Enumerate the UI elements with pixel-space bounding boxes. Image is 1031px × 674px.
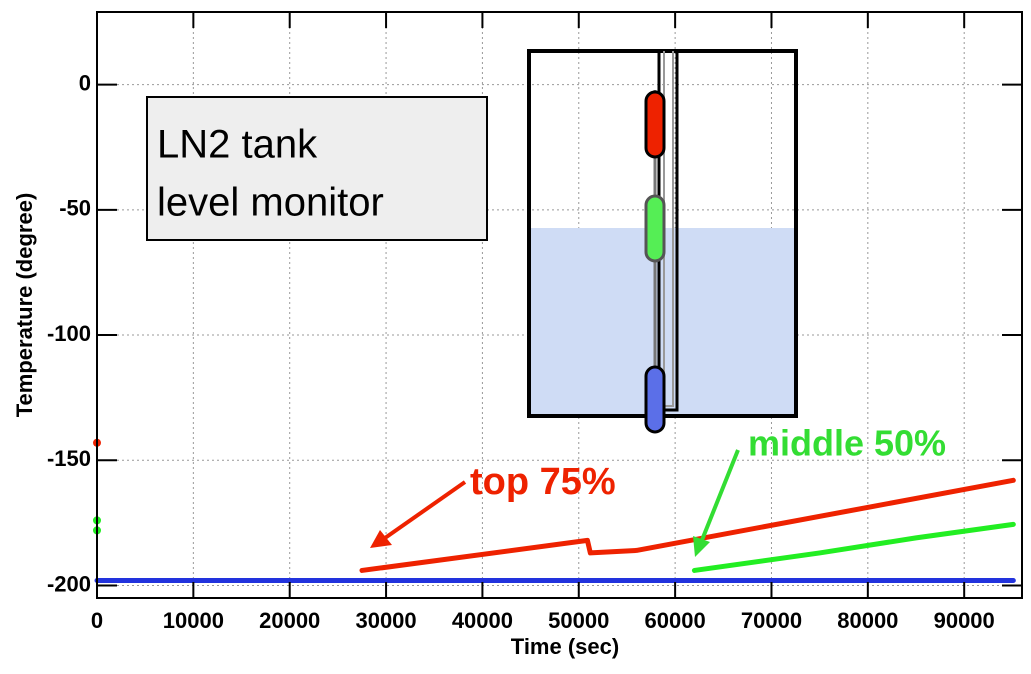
x-axis-label: Time (sec)	[511, 634, 619, 659]
x-tick-label: 0	[91, 608, 103, 633]
arrow-head	[370, 530, 392, 548]
arrow	[700, 449, 740, 541]
sensor-top	[644, 90, 666, 159]
x-tick-label: 60000	[645, 608, 706, 633]
annotation-text: level monitor	[157, 181, 384, 225]
x-tick-label: 20000	[259, 608, 320, 633]
series-line	[359, 477, 1016, 573]
x-tick-label: 30000	[355, 608, 416, 633]
series-label: middle 50%	[748, 423, 946, 464]
sensor-bottom	[644, 365, 666, 434]
y-axis-label: Temperature (degree)	[12, 193, 37, 418]
x-tick-label: 70000	[741, 608, 802, 633]
annotation-text: LN2 tank	[157, 123, 318, 167]
y-tick-label: -150	[47, 446, 91, 471]
x-tick-label: 40000	[452, 608, 513, 633]
x-tick-label: 90000	[934, 608, 995, 633]
x-tick-label: 50000	[548, 608, 609, 633]
x-tick-label: 80000	[837, 608, 898, 633]
annotation-box	[146, 96, 488, 241]
y-tick-label: -100	[47, 321, 91, 346]
plot-frame	[96, 11, 1023, 599]
y-tick-label: -50	[59, 196, 91, 221]
y-tick-label: -200	[47, 571, 91, 596]
tank-diagram	[527, 49, 798, 434]
arrow	[383, 480, 467, 540]
series-line	[691, 521, 1016, 573]
x-tick-label: 10000	[163, 608, 224, 633]
sensor-middle	[644, 194, 666, 263]
arrow-head	[693, 536, 710, 557]
arrows	[370, 449, 740, 557]
series-label: top 75%	[470, 461, 616, 503]
y-tick-label: 0	[79, 70, 91, 95]
